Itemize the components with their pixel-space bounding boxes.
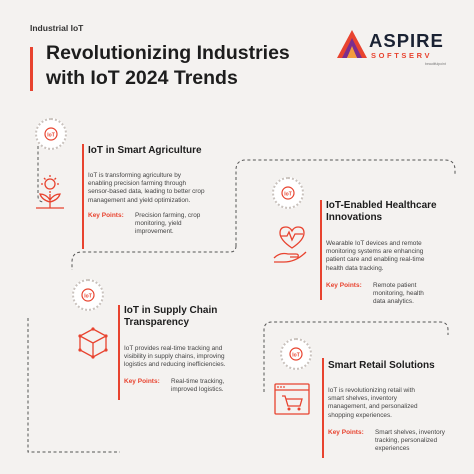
point-line: Smart shelves, inventory — [375, 429, 445, 436]
point-line: Precision farming, crop — [135, 212, 201, 219]
farming-icon — [36, 175, 64, 209]
section-heading: IoT in Supply Chain Transparency — [124, 305, 217, 329]
connector-line — [71, 245, 237, 270]
card-accent-bar — [118, 305, 120, 400]
desc-line: visibility in supply chains, improving — [124, 353, 225, 361]
section-heading: Smart Retail Solutions — [328, 360, 435, 371]
point-line: improvement. — [135, 228, 174, 236]
desc-line: IoT is transforming agriculture by — [88, 172, 181, 179]
package-cube-icon — [78, 327, 108, 359]
desc-line: enabling precision farming through — [88, 180, 187, 188]
section-description: Wearable IoT devices and remote monitori… — [326, 240, 466, 273]
health-heart-icon — [273, 226, 307, 263]
connector-line — [37, 146, 45, 203]
title-line-1: Revolutionizing Industries — [46, 42, 290, 64]
point-line: monitoring, health — [373, 290, 424, 298]
card-accent-bar — [82, 144, 84, 249]
svg-text:IoT: IoT — [47, 133, 55, 139]
title-line-2: with IoT 2024 Trends — [46, 67, 238, 89]
desc-line: management, and personalized — [328, 403, 418, 411]
key-points-value: Real-time tracking, improved logistics. — [171, 378, 261, 394]
title-accent-bar — [30, 47, 33, 91]
point-line: improved logistics. — [171, 386, 224, 394]
desc-line: Wearable IoT devices and remote — [326, 240, 422, 247]
desc-line: management and yield optimization. — [88, 196, 191, 204]
key-points-label: Key Points: — [328, 429, 364, 436]
connector-line — [235, 159, 456, 246]
shopping-cart-icon — [274, 383, 310, 415]
desc-line: monitoring systems are enhancing — [326, 248, 424, 256]
iot-badge-icon: IoT — [272, 177, 304, 209]
category-tag: Industrial IoT — [30, 23, 84, 33]
desc-line: IoT provides real-time tracking and — [124, 345, 223, 352]
key-points-label: Key Points: — [88, 212, 124, 219]
connector-line — [27, 318, 120, 453]
heading-line: Innovations — [326, 212, 383, 223]
aspire-softserv-logo: ASPIRE SOFTSERV beautifulpoint — [335, 28, 455, 68]
desc-line: patient care and enabling real-time — [326, 256, 425, 264]
point-line: Remote patient — [373, 282, 417, 289]
point-line: tracking, personalized — [375, 437, 438, 445]
svg-text:IoT: IoT — [292, 353, 300, 359]
section-description: IoT is revolutionizing retail with smart… — [328, 387, 468, 420]
point-line: experiences — [375, 445, 410, 453]
desc-line: IoT is revolutionizing retail with — [328, 387, 415, 394]
desc-line: logistics and reducing inefficiencies. — [124, 361, 226, 369]
point-line: data analytics. — [373, 298, 414, 306]
svg-text:IoT: IoT — [84, 294, 92, 300]
key-points-value: Smart shelves, inventory tracking, perso… — [375, 429, 470, 454]
section-description: IoT provides real-time tracking and visi… — [124, 345, 264, 370]
svg-text:IoT: IoT — [284, 192, 292, 198]
desc-line: health data tracking. — [326, 264, 384, 272]
page-title: Revolutionizing Industries with IoT 2024… — [46, 41, 346, 91]
key-points-value: Precision farming, crop monitoring, yiel… — [135, 212, 235, 237]
logo-subtitle: SOFTSERV — [371, 51, 433, 60]
logo-tagline: beautifulpoint — [425, 62, 446, 66]
key-points-label: Key Points: — [326, 282, 362, 289]
section-heading: IoT-Enabled Healthcare Innovations — [326, 200, 437, 224]
desc-line: smart shelves, inventory — [328, 395, 397, 403]
iot-badge-icon: IoT — [72, 279, 104, 311]
key-points-label: Key Points: — [124, 378, 160, 385]
iot-badge-icon: IoT — [35, 118, 67, 150]
desc-line: sensor-based data, leading to better cro… — [88, 188, 205, 196]
logo-name: ASPIRE — [369, 30, 444, 51]
card-accent-bar — [320, 200, 322, 300]
key-points-value: Remote patient monitoring, health data a… — [373, 282, 463, 307]
card-accent-bar — [322, 358, 324, 458]
section-heading: IoT in Smart Agriculture — [88, 145, 202, 156]
desc-line: shopping experiences. — [328, 411, 392, 419]
heading-line: Transparency — [124, 317, 190, 328]
point-line: monitoring, yield — [135, 220, 182, 228]
iot-badge-icon: IoT — [280, 338, 312, 370]
heading-line: IoT-Enabled Healthcare — [326, 200, 437, 211]
point-line: Real-time tracking, — [171, 378, 225, 385]
heading-line: IoT in Supply Chain — [124, 305, 218, 316]
logo-mark-icon — [337, 30, 367, 58]
section-description: IoT is transforming agriculture by enabl… — [88, 172, 238, 205]
